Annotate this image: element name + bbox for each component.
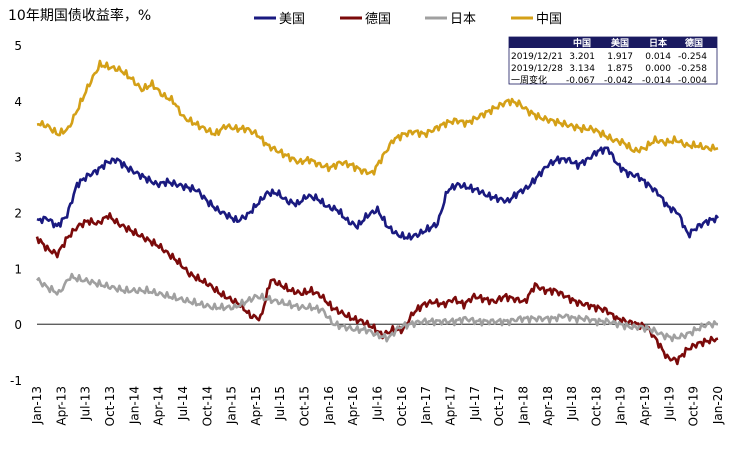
table-cell: 一周变化 [511,74,547,86]
x-tick-label: Jan-13 [30,386,44,425]
y-tick-label: 1 [14,262,22,276]
x-tick-label: Jul-19 [662,386,676,421]
legend-label: 德国 [365,12,391,27]
x-tick-label: Jan-20 [711,386,725,425]
summary-table: 中国 美国 日本 德国 2019/12/21 3.201 1.917 0.014 -0.254 2… [508,36,718,86]
table-cell: 2019/12/21 [511,52,563,62]
table-cell: 1.875 [607,64,633,74]
x-axis: Jan-13 Apr-13 Jul-13 Oct-13 Jan-14 Apr-14 Jul-… [30,386,725,426]
x-tick-label: Jul-16 [371,386,385,421]
table-header-cell: 日本 [649,37,668,49]
legend-label: 美国 [279,12,305,27]
x-tick-label: Jan-17 [419,386,433,425]
table-header-cell: 中国 [573,37,591,49]
series-line-2 [36,272,719,343]
table-cell: -0.014 [642,76,671,86]
x-tick-label: Jan-14 [127,386,141,425]
table-cell: -0.004 [678,76,707,86]
table-header-cell: 美国 [611,37,629,49]
series-group [35,59,720,366]
table-cell: 1.917 [607,52,633,62]
x-tick-label: Oct-19 [687,386,701,426]
x-tick-label: Apr-16 [346,386,360,426]
y-tick-label: -1 [10,374,22,388]
x-tick-label: Apr-17 [443,386,457,426]
legend: 美国 德国 日本 中国 [254,12,562,27]
table-cell: -0.254 [678,52,707,62]
table-header-cell: 德国 [685,37,703,49]
table-cell: -0.258 [678,64,707,74]
y-tick-label: 3 [14,151,22,165]
x-tick-label: Jan-19 [614,386,628,425]
x-tick-label: Oct-13 [103,386,117,426]
x-tick-label: Apr-15 [249,386,263,426]
series-line-0 [36,146,720,241]
x-tick-label: Jan-18 [516,386,530,425]
x-tick-label: Oct-16 [395,386,409,426]
x-tick-label: Oct-18 [589,386,603,426]
x-tick-label: Jul-15 [273,386,287,421]
table-cell: 2019/12/28 [511,64,563,74]
x-tick-label: Oct-15 [298,386,312,426]
y-tick-label: 4 [14,95,22,109]
x-tick-label: Jul-14 [176,386,190,421]
table-header-bg [509,37,717,48]
x-tick-label: Apr-14 [152,386,166,426]
y-axis: 5 4 3 2 1 0 -1 [10,39,22,388]
x-tick-label: Apr-13 [54,386,68,426]
table-cell: 3.134 [569,64,595,74]
legend-label: 中国 [536,12,562,27]
x-tick-label: Apr-19 [638,386,652,426]
legend-label: 日本 [450,12,476,27]
x-tick-label: Oct-17 [492,386,506,426]
table-cell: 0.000 [645,64,671,74]
chart-title: 10年期国债收益率，% [8,7,151,24]
x-tick-label: Apr-18 [541,386,555,426]
table-cell: -0.042 [604,76,633,86]
x-tick-label: Jul-18 [565,386,579,421]
x-tick-label: Oct-14 [200,386,214,426]
x-tick-label: Jul-13 [79,386,93,421]
table-cell: 0.014 [645,52,671,62]
table-cell: -0.067 [566,76,595,86]
table-cell: 3.201 [569,52,595,62]
x-tick-label: Jan-15 [225,386,239,425]
x-tick-label: Jul-17 [468,386,482,421]
y-tick-label: 0 [14,318,22,332]
x-tick-label: Jan-16 [322,386,336,425]
series-line-3 [36,59,719,176]
y-tick-label: 5 [14,39,22,53]
y-tick-label: 2 [14,207,22,221]
